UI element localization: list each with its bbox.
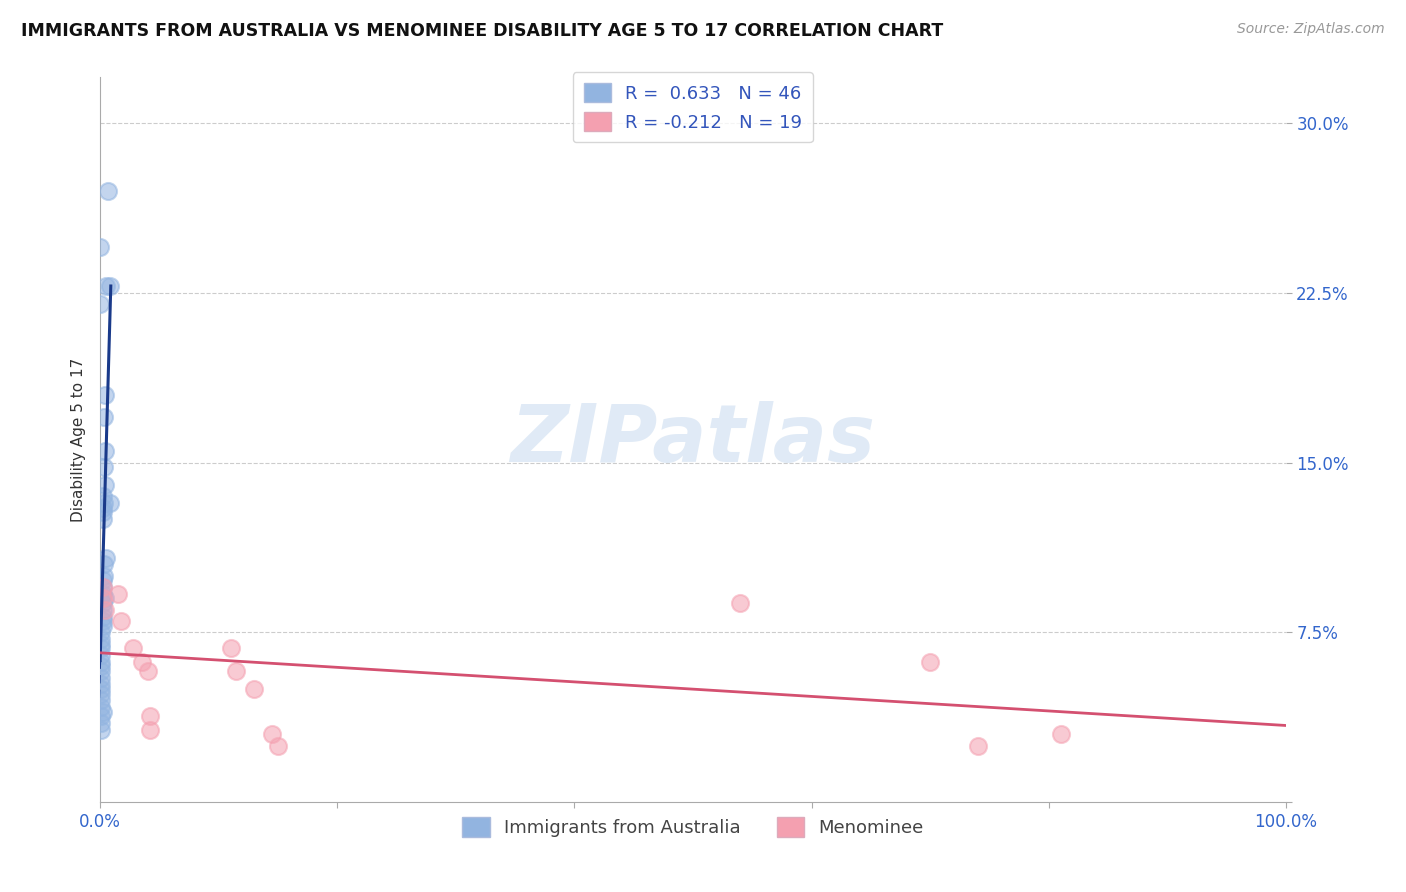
Point: [90, 681, 112, 696]
Point: [90, 693, 112, 707]
Point: [90, 700, 112, 714]
Point: [136, 664, 159, 678]
Point: [91, 609, 114, 624]
Point: [267, 739, 290, 753]
Point: [91, 587, 114, 601]
Point: [225, 664, 247, 678]
Point: [94, 444, 117, 458]
Point: [93, 558, 115, 572]
Point: [91, 705, 114, 719]
Point: [91, 574, 114, 588]
Point: [90, 632, 112, 647]
Point: [730, 596, 752, 610]
Point: [94, 387, 117, 401]
Point: [90, 677, 112, 691]
Point: [90, 641, 112, 656]
Point: [90, 709, 112, 723]
Text: ZIPatlas: ZIPatlas: [510, 401, 876, 479]
Point: [91, 591, 114, 606]
Point: [97, 184, 120, 198]
Point: [139, 709, 162, 723]
Y-axis label: Disability Age 5 to 17: Disability Age 5 to 17: [72, 358, 86, 522]
Point: [91, 580, 114, 594]
Point: [94, 278, 117, 293]
Point: [110, 614, 132, 628]
Point: [91, 500, 114, 515]
Point: [93, 460, 115, 475]
Point: [91, 618, 114, 632]
Point: [139, 723, 162, 737]
Point: [90, 687, 112, 701]
Point: [91, 512, 114, 526]
Point: [966, 739, 988, 753]
Point: [90, 625, 112, 640]
Point: [91, 505, 114, 519]
Point: [94, 603, 117, 617]
Point: [98, 496, 121, 510]
Point: [260, 727, 283, 741]
Point: [1049, 727, 1071, 741]
Point: [219, 641, 242, 656]
Point: [90, 659, 112, 673]
Point: [89, 240, 111, 254]
Point: [91, 490, 114, 504]
Point: [90, 637, 112, 651]
Point: [90, 716, 112, 731]
Point: [91, 614, 114, 628]
Point: [131, 655, 153, 669]
Text: IMMIGRANTS FROM AUSTRALIA VS MENOMINEE DISABILITY AGE 5 TO 17 CORRELATION CHART: IMMIGRANTS FROM AUSTRALIA VS MENOMINEE D…: [21, 22, 943, 40]
Point: [93, 568, 115, 582]
Point: [90, 648, 112, 662]
Point: [94, 550, 117, 565]
Point: [94, 478, 117, 492]
Point: [243, 681, 266, 696]
Point: [90, 664, 112, 678]
Point: [91, 596, 114, 610]
Point: [98, 278, 121, 293]
Point: [107, 587, 129, 601]
Point: [89, 297, 111, 311]
Point: [920, 655, 942, 669]
Point: [90, 671, 112, 685]
Point: [122, 641, 145, 656]
Point: [93, 496, 115, 510]
Point: [90, 723, 112, 737]
Point: [91, 603, 114, 617]
Point: [91, 580, 114, 594]
Legend: Immigrants from Australia, Menominee: Immigrants from Australia, Menominee: [456, 810, 931, 844]
Point: [94, 591, 117, 606]
Text: Source: ZipAtlas.com: Source: ZipAtlas.com: [1237, 22, 1385, 37]
Point: [90, 655, 112, 669]
Point: [93, 410, 115, 425]
